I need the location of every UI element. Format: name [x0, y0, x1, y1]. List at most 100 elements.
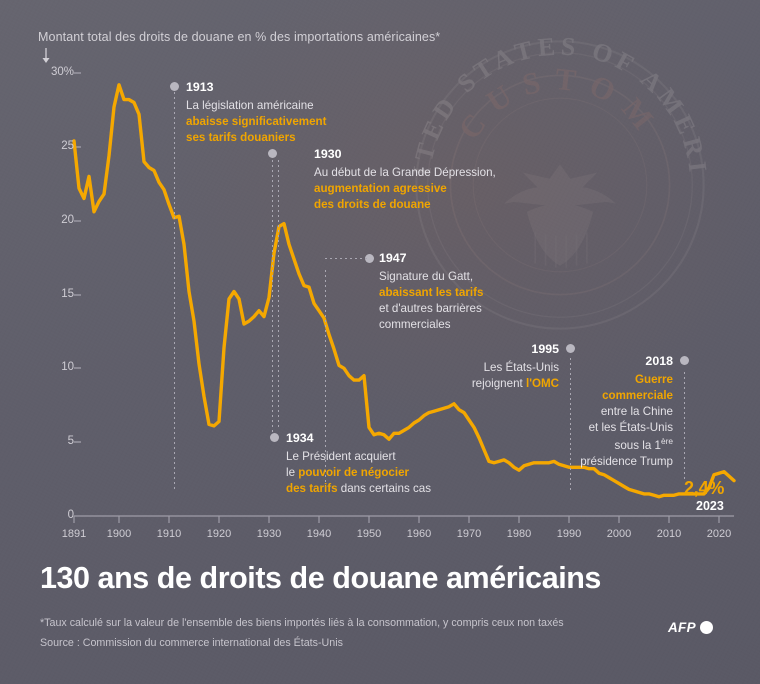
footnote-source: Source : Commission du commerce internat… [40, 637, 343, 649]
annotation-text: et les États-Unis [588, 421, 673, 435]
annotation-line: des droits de douane [314, 197, 514, 213]
annotation-text: entre la Chine [600, 405, 673, 419]
down-arrow-icon [42, 48, 50, 63]
annotation-year-2018: 2018 [645, 354, 673, 368]
annotation-connector-1995 [570, 358, 571, 490]
annotation-connector-2018 [684, 372, 685, 482]
annotation-highlight: Guerre [634, 373, 673, 387]
annotation-connector-1930 [272, 160, 273, 438]
annotation-1947: 1947 Signature du Gatt, abaissant les tari… [379, 250, 549, 333]
annotation-dot-1947 [365, 254, 374, 263]
y-axis-ticks [74, 72, 81, 443]
page-title: 130 ans de droits de douane américains [40, 561, 601, 595]
annotation-line: et d'autres barrières [379, 301, 549, 317]
annotation-line: ses tarifs douaniers [186, 130, 366, 146]
annotation-line: abaisse significativement [186, 114, 366, 130]
x-tick-2000: 2000 [606, 528, 632, 540]
annotation-line: présidence Trump [545, 454, 673, 470]
annotation-1934: 1934 Le Président acquiert le pouvoir de n… [286, 430, 496, 497]
y-tick-25: 25 [61, 140, 74, 152]
annotation-highlight: augmentation agressive [314, 182, 447, 196]
x-tick-1960: 1960 [406, 528, 432, 540]
annotation-dot-1934 [270, 433, 279, 442]
y-tick-15: 15 [61, 288, 74, 300]
annotation-connector-1934 [278, 160, 279, 428]
annotation-line: La législation américaine [186, 98, 366, 114]
annotation-text: le [286, 466, 299, 480]
annotation-line: rejoignent l'OMC [420, 376, 559, 392]
annotation-line: Signature du Gatt, [379, 269, 549, 285]
annotation-line: le pouvoir de négocier [286, 465, 496, 481]
y-tick-30: 30% [50, 66, 74, 78]
tariff-line-series [72, 83, 736, 499]
end-year-label: 2023 [696, 499, 724, 513]
annotation-highlight: l'OMC [525, 377, 559, 391]
x-tick-1940: 1940 [306, 528, 332, 540]
annotation-line: des tarifs dans certains cas [286, 481, 496, 497]
annotation-year-1947: 1947 [379, 251, 407, 265]
x-tick-1980: 1980 [506, 528, 532, 540]
annotation-text: et d'autres barrières [379, 302, 482, 316]
annotation-year-1913: 1913 [186, 80, 214, 94]
annotation-text: sous la 1ère [614, 436, 673, 452]
x-tick-2020: 2020 [706, 528, 732, 540]
annotation-dot-1913 [170, 82, 179, 91]
annotation-2018: 2018 Guerre commerciale entre la Chine et le… [545, 353, 673, 470]
us-customs-seal-watermark: UNITED STATES OF AMERICA CUSTOM [405, 30, 715, 340]
afp-logo: AFP [668, 620, 713, 635]
annotation-highlight: des tarifs [286, 482, 338, 496]
afp-logo-text: AFP [668, 620, 696, 635]
x-tick-1970: 1970 [456, 528, 482, 540]
annotation-text: Au début de la Grande Dépression, [314, 166, 496, 180]
annotation-text: Les États-Unis [483, 361, 559, 375]
annotation-line: et les États-Unis [545, 420, 673, 436]
annotation-line: Guerre [545, 372, 673, 388]
x-tick-1930: 1930 [256, 528, 282, 540]
x-tick-1910: 1910 [156, 528, 182, 540]
annotation-highlight: pouvoir de négocier [298, 466, 410, 480]
annotation-highlight: ses tarifs douaniers [186, 131, 296, 145]
x-tick-1920: 1920 [206, 528, 232, 540]
annotation-connector-1947 [325, 270, 326, 492]
annotation-line: augmentation agressive [314, 181, 514, 197]
annotation-line: Les États-Unis [420, 360, 559, 376]
x-tick-1950: 1950 [356, 528, 382, 540]
annotation-line: sous la 1ère [545, 436, 673, 454]
annotation-line: abaissant les tarifs [379, 285, 549, 301]
chart-subtitle: Montant total des droits de douane en % … [38, 30, 441, 44]
chart-svg [72, 72, 736, 523]
y-tick-10: 10 [61, 361, 74, 373]
annotation-text: commerciales [379, 318, 451, 332]
annotation-dot-1930 [268, 149, 277, 158]
annotation-year-1930: 1930 [314, 147, 342, 161]
y-tick-0: 0 [67, 509, 74, 521]
annotation-line: Le Président acquiert [286, 449, 496, 465]
annotation-line: commerciale [545, 388, 673, 404]
annotation-text: rejoignent [471, 377, 526, 391]
x-tick-2010: 2010 [656, 528, 682, 540]
annotation-text: présidence Trump [580, 454, 673, 468]
x-tick-1891: 1891 [61, 528, 87, 540]
chart-plot-area: 30% 25 20 15 10 5 0 1891 1900 1910 1920 … [50, 66, 736, 540]
annotation-year-1934: 1934 [286, 431, 314, 445]
annotation-text: dans certains cas [337, 482, 432, 496]
annotation-highlight: abaisse significativement [186, 115, 327, 129]
annotation-text: Le Président acquiert [286, 450, 396, 464]
annotation-line: Au début de la Grande Dépression, [314, 165, 514, 181]
annotation-line: commerciales [379, 317, 549, 333]
y-tick-20: 20 [61, 214, 74, 226]
y-tick-5: 5 [67, 435, 74, 447]
annotation-year-1995: 1995 [531, 342, 559, 356]
annotation-dot-2018 [680, 356, 689, 365]
afp-dot-icon [699, 621, 713, 634]
annotation-dot-1995 [566, 344, 575, 353]
annotation-1930: 1930 Au début de la Grande Dépression, aug… [314, 146, 514, 213]
annotation-text: Signature du Gatt, [379, 270, 474, 284]
x-tick-1990: 1990 [556, 528, 582, 540]
annotation-text: La législation américaine [186, 99, 314, 113]
annotation-line: entre la Chine [545, 404, 673, 420]
annotation-1995: 1995 Les États-Unis rejoignent l'OMC [420, 341, 559, 392]
